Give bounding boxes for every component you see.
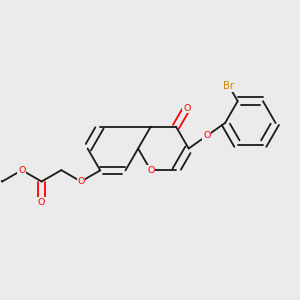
Text: O: O [147, 166, 154, 175]
Text: O: O [38, 198, 45, 207]
Text: O: O [183, 103, 190, 112]
Text: O: O [77, 177, 85, 186]
Text: Br: Br [224, 81, 234, 91]
Text: O: O [203, 131, 211, 140]
Text: O: O [18, 166, 26, 175]
